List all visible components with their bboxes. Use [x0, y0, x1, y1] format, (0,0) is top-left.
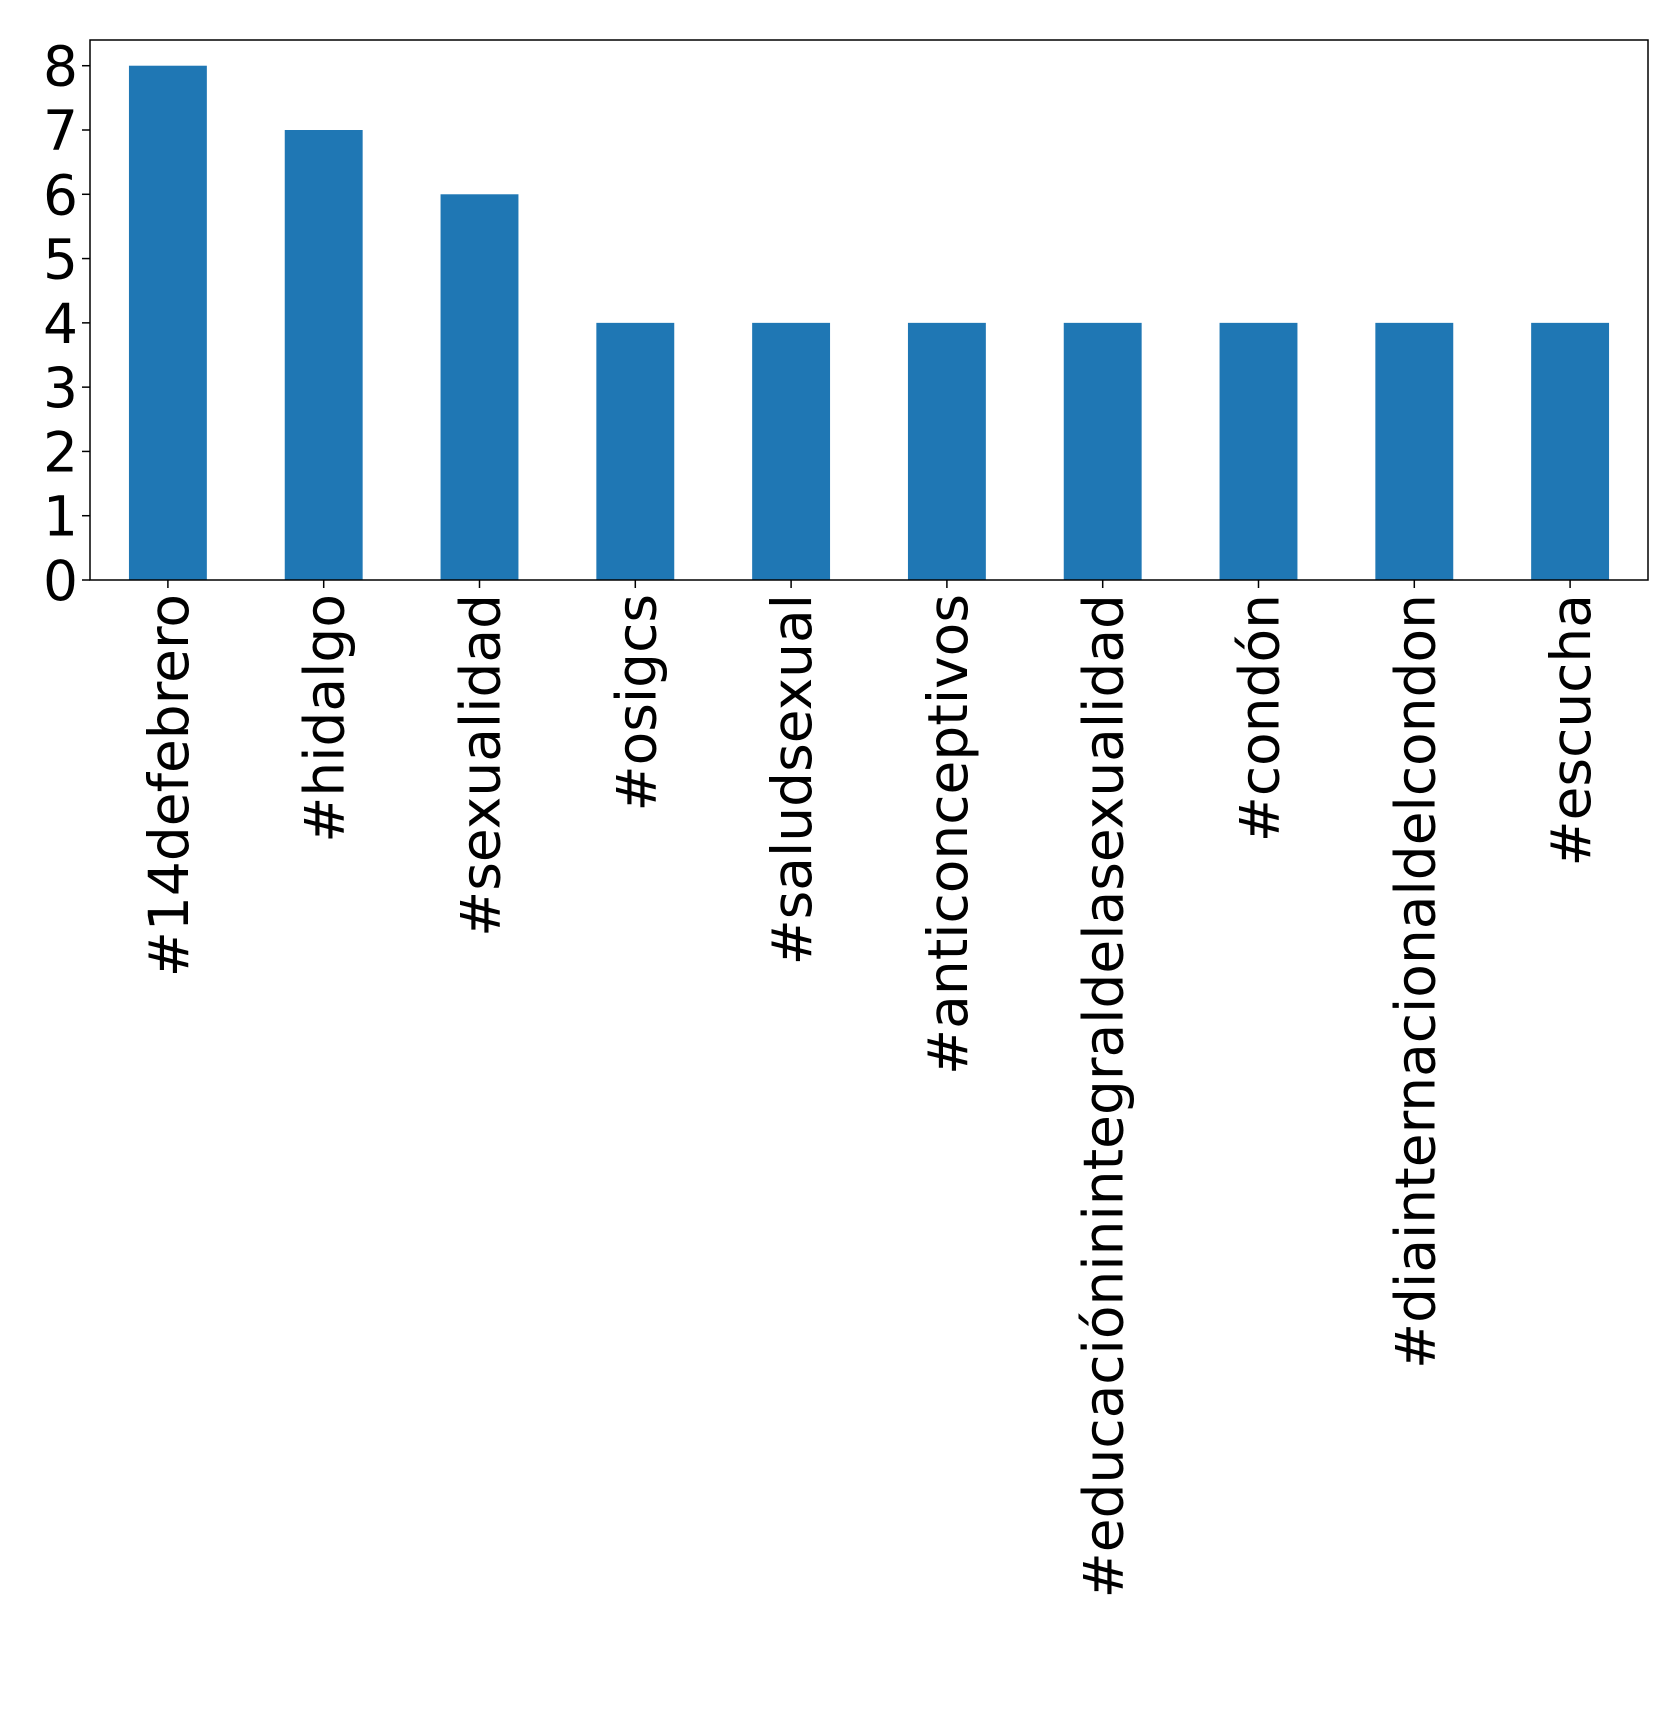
bar — [1063, 322, 1142, 580]
y-tick-label: 2 — [43, 420, 78, 484]
bar — [284, 130, 363, 580]
y-tick-label: 0 — [43, 549, 78, 613]
y-tick-label: 8 — [43, 35, 78, 99]
y-tick-label: 6 — [43, 163, 78, 227]
bar — [596, 322, 675, 580]
y-tick-label: 3 — [43, 356, 78, 420]
x-tick-label: #educacióninintegraldelasexualidad — [1072, 594, 1136, 1598]
y-tick-label: 4 — [43, 292, 78, 356]
bar — [1375, 322, 1454, 580]
x-tick-label: #sexualidad — [449, 594, 513, 937]
bar — [752, 322, 831, 580]
x-tick-label: #condón — [1228, 594, 1292, 842]
x-tick-label: #osigcs — [604, 594, 668, 811]
x-tick-label: #diainternacionaldelcondon — [1383, 594, 1447, 1369]
y-tick-label: 1 — [43, 485, 78, 549]
x-tick-label: #saludsexual — [760, 594, 824, 965]
y-tick-label: 5 — [43, 228, 78, 292]
plot-frame — [89, 39, 1649, 581]
x-tick-label: #hidalgo — [293, 594, 357, 843]
y-tick-label: 7 — [43, 99, 78, 163]
bar — [1531, 322, 1610, 580]
x-tick-label: #anticonceptivos — [916, 594, 980, 1075]
bar — [907, 322, 986, 580]
x-tick-label: #14defebrero — [137, 594, 201, 977]
bar — [128, 65, 207, 580]
x-tick-label: #escucha — [1539, 594, 1603, 866]
bar — [1219, 322, 1298, 580]
bar — [440, 194, 519, 581]
